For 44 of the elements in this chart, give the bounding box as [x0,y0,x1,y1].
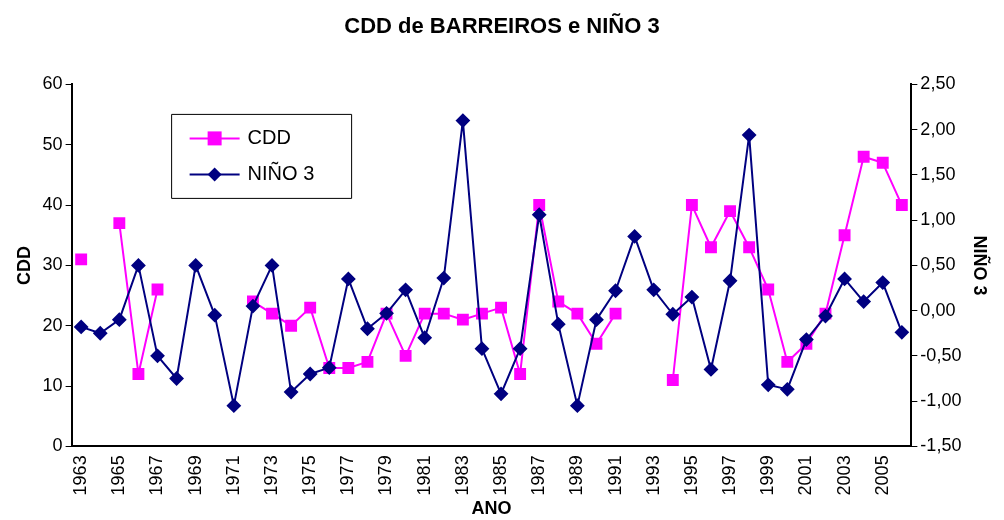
legend-label: NIÑO 3 [247,160,315,184]
x-tick-label: 1991 [604,455,625,496]
x-tick-label: 1963 [70,455,91,496]
y2-tick-label: 1,50 [920,163,956,184]
x-tick-label: 1981 [413,455,434,496]
y2-tick-label: -0,50 [920,344,962,365]
x-tick-label: 1977 [337,455,358,496]
x-tick-label: 1993 [642,455,663,496]
y-tick-label: 20 [42,314,63,335]
x-tick-label: 1989 [566,455,587,496]
x-tick-label: 2003 [833,455,854,496]
y-tick-label: 30 [42,254,63,275]
x-tick-label: 1971 [222,455,243,496]
x-tick-label: 1965 [108,455,129,496]
x-tick-label: 1969 [184,455,205,496]
y-axis-title: CDD [13,245,34,285]
y-tick-label: 0 [52,435,63,456]
x-tick-label: 2005 [871,455,892,496]
y2-tick-label: 0,50 [920,254,956,275]
y2-tick-label: 2,00 [920,118,956,139]
y2-tick-label: -1,00 [920,390,962,411]
y2-axis-title: NIÑO 3 [970,235,992,296]
x-tick-label: 2001 [795,455,816,496]
y-tick-label: 60 [42,73,63,94]
legend-label: CDD [247,125,291,148]
y2-tick-label: 1,00 [920,209,956,230]
x-tick-label: 1983 [451,455,472,496]
y2-tick-label: -1,50 [920,435,962,456]
y-tick-label: 50 [42,133,63,154]
x-tick-label: 1999 [757,455,778,496]
x-axis-title: ANO [471,498,512,519]
x-tick-label: 1987 [528,455,549,496]
x-tick-label: 1967 [146,455,167,496]
x-tick-label: 1979 [375,455,396,496]
x-tick-label: 1997 [719,455,740,496]
y2-tick-label: 0,00 [920,299,956,320]
y2-tick-label: 2,50 [920,73,956,94]
x-tick-label: 1973 [260,455,281,496]
x-tick-label: 1995 [680,455,701,496]
y-tick-label: 10 [42,375,63,395]
x-tick-label: 1985 [490,455,511,496]
y-tick-label: 40 [42,194,63,215]
x-tick-label: 1975 [299,455,320,496]
chart-title: CDD de BARREIROS e NIÑO 3 [344,13,660,39]
